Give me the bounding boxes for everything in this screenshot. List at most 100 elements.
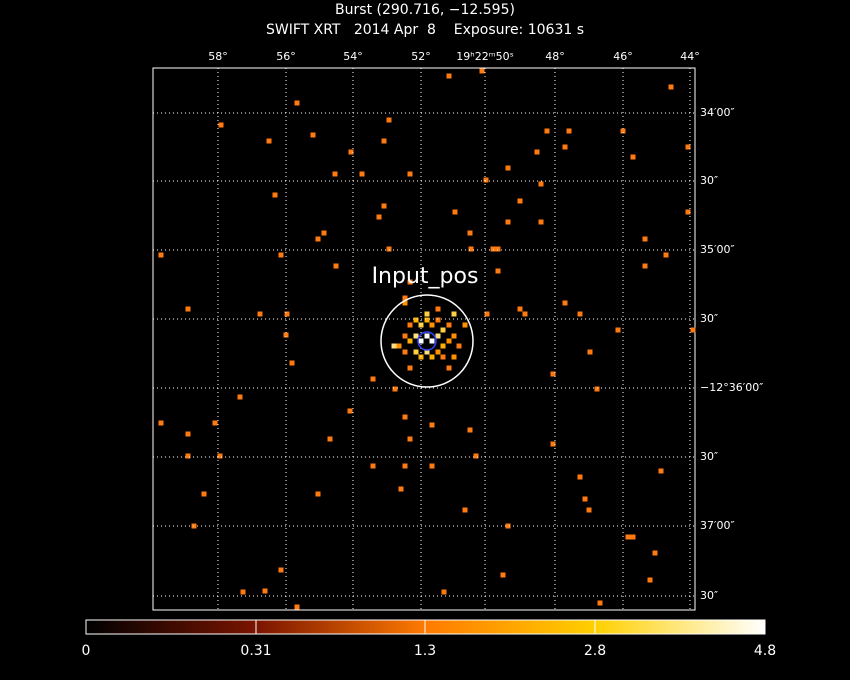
photon-pixel: [283, 332, 289, 338]
photon-pixel: [435, 306, 441, 312]
photon-pixel: [495, 246, 501, 252]
photon-pixel: [272, 192, 278, 198]
photon-pixel: [315, 491, 321, 497]
photon-pixel: [402, 349, 408, 355]
photon-pixel: [185, 453, 191, 459]
photon-pixel: [407, 338, 413, 344]
photon-pixel: [505, 219, 511, 225]
photon-pixel: [483, 177, 489, 183]
photon-pixel: [668, 84, 674, 90]
right-axis-label: 30″: [700, 174, 718, 187]
photon-pixel: [240, 589, 246, 595]
photon-pixel: [370, 463, 376, 469]
photon-pixel: [594, 386, 600, 392]
photon-pixel: [158, 420, 164, 426]
photon-pixel: [690, 327, 696, 333]
photon-pixel: [577, 311, 583, 317]
right-axis-label: 30″: [700, 450, 718, 463]
photon-pixel: [446, 338, 452, 344]
photon-pixel: [652, 550, 658, 556]
photon-pixel: [392, 386, 398, 392]
photon-pixel: [407, 365, 413, 371]
photon-pixel: [429, 463, 435, 469]
photon-pixel: [440, 354, 446, 360]
photon-pixel: [257, 311, 263, 317]
right-axis-label: 35′00″: [700, 243, 735, 256]
top-axis-label: 46°: [613, 50, 633, 63]
annotation: Input_pos: [372, 264, 479, 289]
top-axis-label: 54°: [343, 50, 363, 63]
photon-pixel: [522, 311, 528, 317]
photon-pixel: [413, 349, 419, 355]
photon-pixel: [566, 128, 572, 134]
photon-pixel: [429, 338, 435, 344]
photon-pixel: [386, 117, 392, 123]
photon-pixel: [237, 394, 243, 400]
photon-pixel: [473, 453, 479, 459]
photon-pixel: [284, 311, 290, 317]
photon-pixel: [484, 311, 490, 317]
photon-pixel: [333, 263, 339, 269]
photon-pixel: [534, 149, 540, 155]
photon-pixel: [217, 453, 223, 459]
photon-pixel: [562, 300, 568, 306]
photon-pixel: [429, 422, 435, 428]
subtitle: SWIFT XRT 2014 Apr 8 Exposure: 10631 s: [266, 22, 584, 38]
photon-pixel: [577, 474, 583, 480]
photon-pixel: [370, 376, 376, 382]
colorbar-label: 0.31: [240, 643, 271, 659]
photon-pixel: [402, 414, 408, 420]
photon-pixel: [550, 441, 556, 447]
photon-pixel: [407, 436, 413, 442]
photon-pixel: [413, 333, 419, 339]
photon-pixel: [381, 138, 387, 144]
photon-pixel: [402, 300, 408, 306]
photon-pixel: [468, 246, 474, 252]
photon-pixel: [451, 354, 457, 360]
photon-pixel: [517, 306, 523, 312]
photon-pixel: [407, 322, 413, 328]
photon-pixel: [218, 122, 224, 128]
colorbar-label: 1.3: [414, 643, 436, 659]
photon-pixel: [386, 246, 392, 252]
photon-pixel: [278, 567, 284, 573]
photon-pixel: [615, 327, 621, 333]
top-axis-label: 48°: [545, 50, 565, 63]
right-axis-label: 34′00″: [700, 106, 735, 119]
photon-pixel: [185, 306, 191, 312]
colorbar-label: 4.8: [754, 643, 776, 659]
photon-pixel: [544, 128, 550, 134]
photon-pixel: [310, 132, 316, 138]
photon-pixel: [440, 343, 446, 349]
photon-pixel: [647, 577, 653, 583]
photon-pixel: [348, 149, 354, 155]
photon-pixel: [582, 496, 588, 502]
photon-pixel: [505, 523, 511, 529]
photon-pixel: [289, 360, 295, 366]
photon-pixel: [587, 349, 593, 355]
photon-pixel: [685, 144, 691, 150]
photon-pixel: [663, 252, 669, 258]
photon-pixel: [347, 408, 353, 414]
photon-pixel: [446, 73, 452, 79]
photon-pixel: [500, 572, 506, 578]
photon-pixel: [429, 354, 435, 360]
photon-pixel: [440, 327, 446, 333]
photon-pixel: [435, 317, 441, 323]
photon-pixel: [429, 322, 435, 328]
grid: [153, 68, 695, 610]
photon-pixel: [262, 588, 268, 594]
photon-pixel: [407, 279, 413, 285]
photon-pixel: [407, 171, 413, 177]
top-axis-label: 44°: [680, 50, 700, 63]
photon-pixel: [642, 263, 648, 269]
colorbar-label: 0: [82, 643, 91, 659]
photon-pixel: [201, 491, 207, 497]
photon-pixel: [359, 171, 365, 177]
right-axis-label: 30″: [700, 589, 718, 602]
photon-pixel: [467, 230, 473, 236]
photon-pixel: [446, 365, 452, 371]
photon-pixel: [620, 128, 626, 134]
photon-pixel: [315, 236, 321, 242]
